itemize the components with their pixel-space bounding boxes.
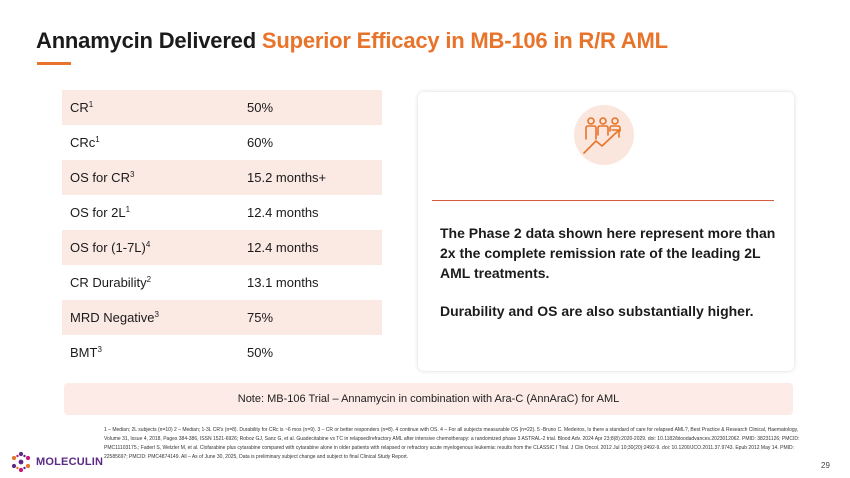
durability-statement: Durability and OS are also substantially…: [440, 303, 754, 319]
summary-card: The Phase 2 data shown here represent mo…: [418, 92, 794, 371]
moleculin-logo-icon: [11, 451, 31, 473]
card-divider: [432, 200, 774, 201]
moleculin-logo: MOLECULIN: [10, 451, 103, 473]
logo-text: MOLECULIN: [36, 456, 104, 468]
metric-row: CR1 50%: [62, 90, 382, 125]
metric-value: 60%: [247, 135, 274, 150]
metric-row: CR Durability2 13.1 months: [62, 265, 382, 300]
metric-row: CRc1 60%: [62, 125, 382, 160]
page-number: 29: [821, 461, 830, 470]
metric-label: CRc1: [70, 135, 100, 150]
metric-value: 15.2 months+: [247, 170, 327, 185]
metric-label: BMT3: [70, 345, 102, 360]
metric-row: MRD Negative3 75%: [62, 300, 382, 335]
metric-row: BMT3 50%: [62, 335, 382, 370]
metrics-table: CR1 50% CRc1 60% OS for CR3 15.2 months+ OS…: [62, 90, 382, 370]
metric-label: MRD Negative3: [70, 310, 159, 325]
title-underline: [37, 62, 71, 65]
people-growth-arrow-icon: [574, 105, 634, 165]
slide-title: Annamycin Delivered Superior Efficacy in…: [36, 28, 668, 54]
remission-statement: The Phase 2 data shown here represent mo…: [440, 225, 776, 281]
metric-row: OS for CR3 15.2 months+: [62, 160, 382, 195]
metric-label: OS for 2L1: [70, 205, 131, 220]
metric-label: OS for (1-7L)4: [70, 240, 151, 255]
title-main: Annamycin Delivered: [36, 28, 262, 53]
title-accent: Superior Efficacy in MB-106 in R/R AML: [261, 28, 668, 53]
metric-label: OS for CR3: [70, 170, 135, 185]
metric-row: OS for 2L1 12.4 months: [62, 195, 382, 230]
metric-value: 50%: [247, 345, 274, 360]
metric-label: CR Durability2: [70, 275, 152, 290]
metric-value: 50%: [247, 100, 274, 115]
metric-value: 12.4 months: [247, 205, 319, 220]
footnotes: 1 – Median; 2L subjects (n=10) 2 – Media…: [104, 427, 800, 460]
metric-row: OS for (1-7L)4 12.4 months: [62, 230, 382, 265]
metric-label: CR1: [70, 100, 94, 115]
trial-note: Note: MB-106 Trial – Annamycin in combin…: [64, 383, 793, 415]
metric-value: 13.1 months: [247, 275, 319, 290]
metric-value: 75%: [247, 310, 274, 325]
metric-value: 12.4 months: [247, 240, 319, 255]
